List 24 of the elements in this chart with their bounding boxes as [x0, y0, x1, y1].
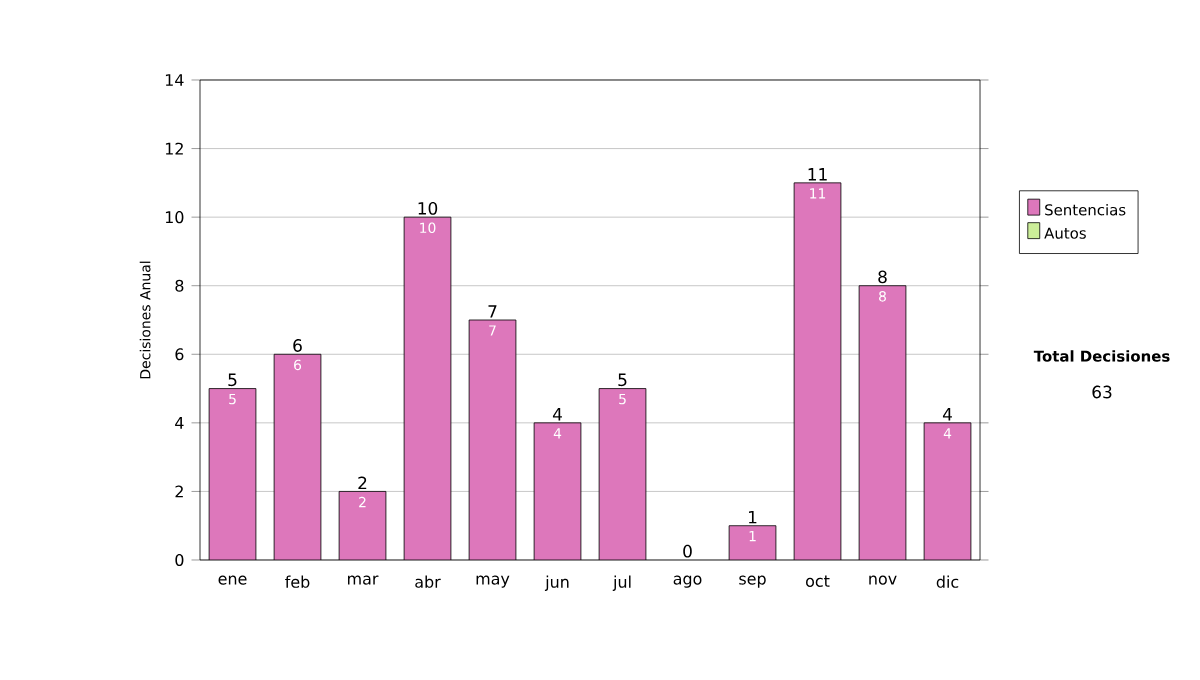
bar: [404, 217, 451, 560]
total-label: 10: [418, 201, 438, 215]
bar: [599, 388, 646, 560]
text: 63: [1092, 385, 1112, 399]
bar: [534, 422, 581, 560]
bar: [728, 525, 777, 560]
bar: [469, 320, 516, 560]
bar: [274, 354, 321, 560]
total-label: 7: [488, 305, 497, 318]
bar: [209, 388, 256, 560]
total-label: 11: [808, 168, 827, 181]
total-label: 0: [683, 544, 692, 558]
total-label: 4: [942, 408, 952, 421]
total-label: 5: [618, 373, 627, 387]
total-label: 4: [552, 408, 562, 421]
total-label: 2: [358, 476, 367, 490]
bar: [923, 422, 972, 560]
total-label: 5: [228, 373, 237, 387]
total-label: 8: [878, 270, 887, 284]
total-label: 6: [293, 339, 302, 352]
total-label: 1: [749, 510, 757, 524]
bar: [793, 182, 842, 560]
bar: [858, 285, 907, 560]
bar: [339, 491, 386, 560]
